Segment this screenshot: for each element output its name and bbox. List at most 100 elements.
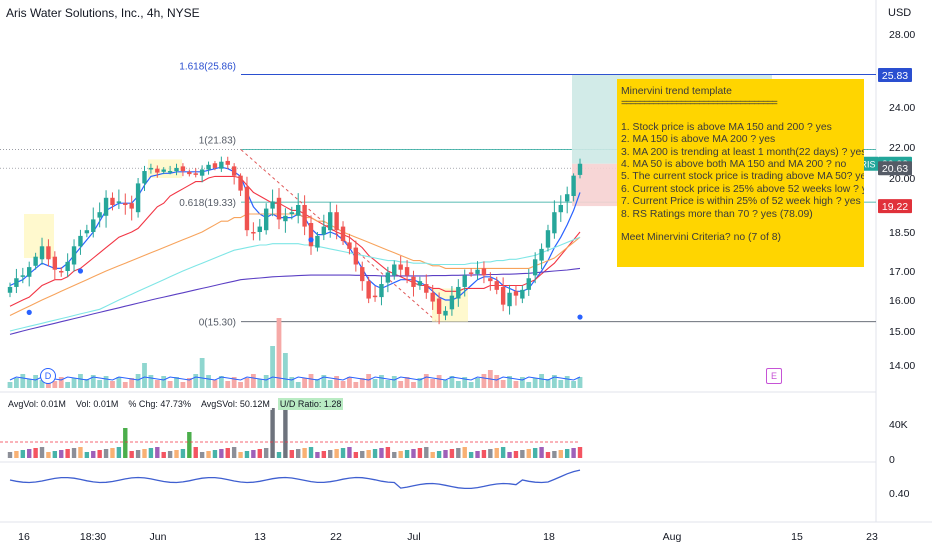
candle-body (206, 164, 211, 170)
volume-bar (532, 378, 538, 388)
volume-bar (513, 381, 519, 388)
volume-bar (135, 374, 141, 388)
volume-bar (180, 382, 186, 388)
note-item-8: 8. RS Ratings more than 70 ? yes (78.09) (621, 208, 813, 220)
volume-bar (321, 375, 327, 388)
volume-bar (26, 379, 32, 388)
note-separator: ================================== (621, 98, 778, 110)
note-item-1: 1. Stock price is above MA 150 and 200 ?… (621, 121, 832, 133)
ud-volume-bar (404, 450, 410, 458)
volume-stats-legend: AvgVol: 0.01M Vol: 0.01M % Chg: 47.73% A… (6, 398, 344, 410)
candle-body (212, 163, 218, 168)
ud-volume-bar (180, 449, 186, 458)
ud-volume-bar (46, 452, 51, 458)
ud-volume-bar (199, 452, 205, 458)
ud-volume-bar (20, 450, 26, 458)
ud-volume-bar (475, 451, 480, 458)
ud-volume-bar (449, 449, 455, 458)
candle-body (372, 295, 378, 298)
price-tick-label: 28.00 (889, 29, 915, 41)
volume-bar (263, 375, 269, 388)
volume-bar (110, 381, 115, 388)
candle-body (78, 235, 83, 247)
ud-volume-bar (84, 452, 90, 458)
price-badge-label: 19.22 (882, 201, 908, 213)
candle-body (103, 197, 109, 216)
volume-bar (154, 380, 160, 388)
volume-bar (58, 377, 64, 388)
time-tick-label: 16 (18, 531, 30, 543)
candle-body (91, 219, 96, 232)
note-item-6: 6. Current stock price is 25% above 52 w… (621, 183, 864, 195)
ud-volume-bar (251, 450, 256, 458)
ud-volume-bar (308, 447, 314, 458)
candle-body (97, 212, 102, 218)
volume-bar (282, 353, 288, 388)
ma-line-1 (9, 166, 581, 301)
candle-body (398, 264, 403, 270)
candle-body (564, 194, 570, 202)
volume-bar (14, 378, 19, 388)
ud-volume-bar (187, 432, 192, 458)
candle-body (513, 291, 519, 296)
candle-body (33, 256, 38, 266)
candle-body (424, 284, 429, 293)
price-tick-label: 17.00 (889, 266, 915, 278)
ud-volume-bar (520, 450, 525, 458)
ud-volume-bar (552, 451, 557, 458)
ud-volume-bar (231, 447, 237, 458)
pivot-marker (77, 268, 84, 274)
price-tick-label: 18.50 (889, 227, 915, 239)
candle-body (449, 295, 455, 310)
volume-bar (193, 374, 199, 388)
candle-body (526, 278, 531, 290)
volume-bar (71, 378, 77, 388)
volume-bar (244, 378, 250, 388)
volume-tick-label: 0 (889, 454, 895, 466)
time-tick-label: Jun (150, 531, 167, 543)
candle-body (392, 264, 397, 276)
time-tick-label: 18 (543, 531, 555, 543)
chg-stat: % Chg: 47.73% (126, 398, 193, 410)
candle-body (263, 208, 269, 231)
volume-bar (526, 382, 532, 388)
ud-volume-bar (571, 448, 576, 458)
volume-bar (225, 381, 231, 388)
ud-volume-bar (129, 451, 134, 458)
candle-body (500, 286, 506, 305)
volume-bar (20, 374, 26, 388)
ud-volume-bar (481, 450, 487, 458)
volume-bar (359, 378, 365, 388)
candle-body (462, 275, 467, 287)
earnings-event-icon[interactable]: E (766, 368, 782, 384)
ud-volume-bar (564, 449, 570, 458)
note-item-2: 2. MA 150 is above MA 200 ? yes (621, 134, 776, 146)
candle-body (244, 187, 250, 231)
candle-body (334, 212, 339, 231)
avgsvol-stat: AvgSVol: 50.12M (198, 398, 272, 410)
symbol-tag-label: ARIS (854, 160, 875, 170)
price-tick-label: 20.00 (889, 173, 915, 185)
ud-volume-bar (148, 448, 154, 458)
dividend-event-icon[interactable]: D (40, 368, 56, 384)
ud-volume-bar (526, 449, 531, 458)
volume-bar (295, 382, 301, 388)
volume-bar (116, 377, 122, 388)
ud-volume-bar (334, 449, 339, 458)
candle-body (430, 292, 435, 302)
volume-bar (302, 378, 308, 388)
volume-bar (430, 379, 436, 388)
minervini-note[interactable]: Minervini trend template ===============… (617, 79, 864, 267)
ud-volume-bar (257, 449, 262, 458)
avgvol-stat: AvgVol: 0.01M (6, 398, 68, 410)
volume-bar (539, 374, 544, 388)
rs-tick-label: 0.40 (889, 488, 910, 500)
ud-volume-bar (539, 447, 544, 458)
volume-bar (142, 363, 147, 388)
ud-volume-bar (353, 452, 359, 458)
candle-body (7, 286, 13, 293)
ud-volume-bar (276, 452, 282, 458)
price-tick-label: 15.00 (889, 326, 915, 338)
candle-body (65, 261, 70, 271)
candle-body (155, 168, 160, 173)
